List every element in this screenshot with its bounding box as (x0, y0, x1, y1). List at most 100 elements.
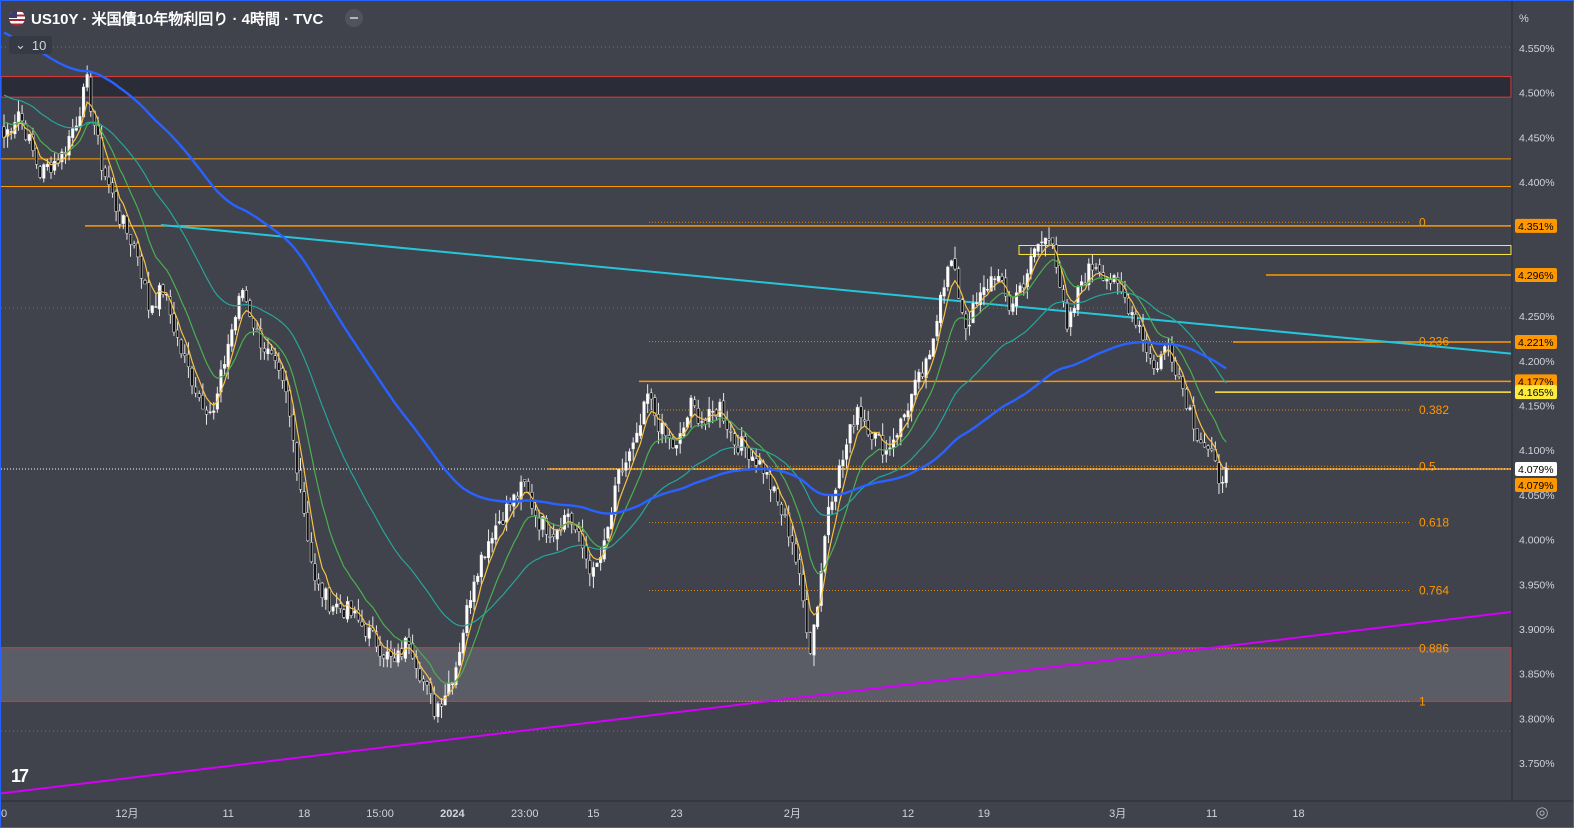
candle-body-up (212, 410, 216, 413)
candle (581, 519, 585, 559)
candle-body-down (736, 445, 740, 454)
candle (588, 554, 592, 587)
candle (801, 565, 805, 608)
tradingview-logo-icon[interactable]: 17 (11, 766, 29, 786)
candle (512, 493, 516, 518)
candle-body-up (1029, 255, 1033, 275)
candle (1116, 272, 1120, 295)
zone-box (1, 647, 1512, 702)
candle-body-down (703, 418, 708, 425)
candle-body-up (27, 134, 31, 141)
candle (179, 338, 183, 358)
candle (118, 203, 122, 229)
candle-body-up (718, 401, 722, 417)
candle (1014, 284, 1019, 315)
candle (924, 356, 928, 389)
candle (313, 553, 317, 591)
candle-body-up (642, 401, 646, 425)
candle (411, 634, 415, 660)
candle (161, 283, 165, 298)
candle-body-down (270, 349, 274, 355)
candle-body-up (982, 287, 986, 295)
candle-body-up (823, 536, 827, 572)
candle-body-up (468, 600, 473, 609)
candle-body-up (1094, 267, 1098, 269)
candle (208, 402, 212, 415)
candle-body-down (107, 176, 111, 185)
candle-body-down (244, 290, 248, 302)
candle (1040, 231, 1044, 253)
candle-body-up (971, 303, 975, 324)
candle-body-down (338, 603, 342, 609)
indicator-toggle[interactable]: ⌄ 10 (9, 36, 53, 54)
price-label-text: 4.296% (1518, 270, 1554, 282)
candle-body-up (121, 215, 125, 224)
candle-body-down (1108, 279, 1113, 284)
candle-body-down (534, 509, 538, 516)
candle (1047, 227, 1051, 246)
candle-body-up (1188, 407, 1192, 410)
candle-body-up (1137, 325, 1141, 327)
candle (204, 406, 209, 425)
candle (859, 396, 863, 430)
candle-body-up (1069, 311, 1073, 328)
candle (114, 189, 118, 222)
candle (425, 680, 429, 695)
candle (534, 502, 538, 528)
candle-body-up (967, 324, 972, 327)
candle-body-down (808, 632, 812, 654)
candle-body-up (675, 445, 679, 449)
candle-body-down (1141, 326, 1145, 341)
candle (1141, 313, 1145, 352)
candle-body-down (693, 399, 697, 406)
candle-body-down (197, 393, 201, 398)
candle-body-up (353, 610, 357, 614)
candle (776, 486, 780, 506)
y-tick-label: 3.850% (1519, 669, 1555, 681)
candle (132, 240, 136, 249)
settings-gear-icon[interactable]: ◎ (1535, 804, 1549, 821)
candle-body-down (179, 339, 183, 355)
candle (895, 432, 899, 446)
candle (1199, 432, 1203, 444)
candle (964, 310, 968, 341)
candle (617, 468, 621, 492)
candle-body-up (483, 556, 487, 558)
candle (649, 388, 653, 411)
candle-body-up (841, 459, 845, 466)
x-tick-label: 18 (298, 808, 310, 820)
candle-body-down (201, 395, 205, 410)
candle-body-down (31, 134, 35, 151)
candle (38, 164, 42, 180)
symbol-title: US10Y · 米国債10年物利回り · 4時間 · TVC (31, 10, 324, 28)
candle-body-up (772, 486, 776, 492)
candle-body-down (309, 541, 313, 563)
candle-body-up (479, 554, 483, 578)
price-label-text: 4.079% (1518, 480, 1554, 492)
candle-body-down (342, 609, 346, 618)
price-label-box (1515, 268, 1557, 283)
candle-body-up (42, 164, 46, 179)
candle-body-down (280, 368, 284, 381)
candle (631, 437, 635, 461)
candle-body-down (248, 300, 252, 317)
candle (689, 394, 693, 428)
candle (548, 527, 552, 544)
candle (917, 368, 921, 390)
more-options-button[interactable] (345, 9, 364, 27)
candle-body-down (132, 243, 136, 246)
axis-unit-label[interactable]: % (1519, 13, 1529, 25)
candle-body-down (136, 242, 140, 258)
candle (1159, 351, 1163, 371)
candle (779, 501, 783, 526)
candle (613, 476, 617, 515)
candle (946, 265, 950, 292)
symbol-header[interactable]: US10Y · 米国債10年物利回り · 4時間 · TVC (9, 7, 364, 29)
candle-body-down (863, 419, 867, 422)
chevron-down-icon: ⌄ (15, 37, 26, 52)
candle-body-up (978, 292, 982, 306)
candle (396, 643, 400, 667)
candle-body-down (1148, 353, 1152, 359)
